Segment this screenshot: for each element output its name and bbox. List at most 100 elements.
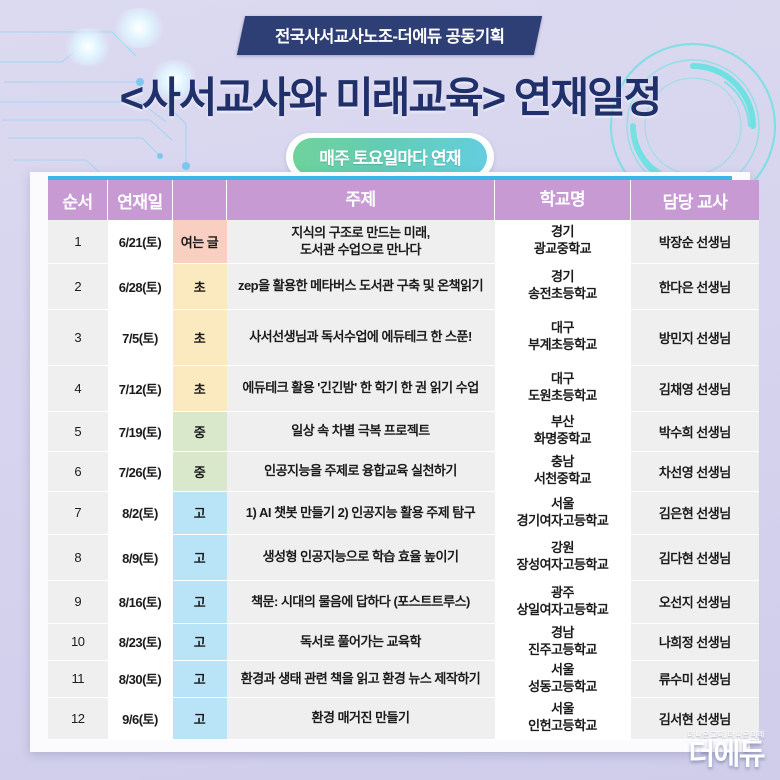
column-header-school: 학교명 <box>494 180 631 220</box>
table-row: 10 8/23(토) 고 독서로 풀어가는 교육학 경남 진주고등학교 나희정 선생님 <box>48 623 759 661</box>
cell-level: 초 <box>172 365 227 412</box>
cell-no: 1 <box>48 220 108 264</box>
cell-no: 5 <box>48 411 108 452</box>
cell-teacher: 김은현 선생님 <box>630 491 759 535</box>
schedule-card: 순서 연재일 주제 학교명 담당 교사 1 6/21(토) 여는 글 지식의 구조로 … <box>30 172 759 752</box>
cell-no: 8 <box>48 534 108 581</box>
cell-date: 7/12(토) <box>107 365 173 412</box>
school-region: 충남 <box>551 454 574 470</box>
cell-school: 부산 화명중학교 <box>494 411 631 452</box>
cell-level: 중 <box>172 411 227 452</box>
header-banner-label: 전국사서교사노조-더에듀 공동기획 <box>275 28 505 46</box>
column-header-no: 순서 <box>48 180 108 220</box>
cell-teacher: 김다현 선생님 <box>630 534 759 581</box>
school-region: 서울 <box>551 495 574 511</box>
cell-topic: 생성형 인공지능으로 학습 효율 높이기 <box>226 534 495 581</box>
school-name: 인헌고등학교 <box>528 718 597 733</box>
cell-topic: 에듀테크 활용 '긴긴밤' 한 학기 한 권 읽기 수업 <box>226 365 495 412</box>
cell-topic: 독서로 풀어가는 교육학 <box>226 623 495 661</box>
school-region: 서울 <box>551 701 574 717</box>
cell-no: 7 <box>48 491 108 535</box>
table-row: 5 7/19(토) 중 일상 속 차별 극복 프로젝트 부산 화명중학교 박수희 선생님 <box>48 411 759 452</box>
table-row: 11 8/30(토) 고 환경과 생태 관련 책을 읽고 환경 뉴스 제작하기 서울 성동… <box>48 660 759 698</box>
cell-date: 8/2(토) <box>107 491 173 535</box>
school-name: 서천중학교 <box>533 471 592 486</box>
cell-topic: 환경 매거진 만들기 <box>226 697 495 740</box>
cell-no: 4 <box>48 365 108 412</box>
cell-level: 중 <box>172 451 227 492</box>
cell-topic: 지식의 구조로 만드는 미래, 도서관 수업으로 만나다 <box>226 220 495 264</box>
topic-line-1: 독서로 풀어가는 교육학 <box>300 633 421 649</box>
cell-level: 초 <box>172 263 227 310</box>
topic-line-1: 인공지능을 주제로 융합교육 실천하기 <box>264 463 457 479</box>
cell-topic: 사서선생님과 독서수업에 에듀테크 한 스푼! <box>226 309 495 366</box>
cell-school: 충남 서천중학교 <box>494 451 631 492</box>
table-row: 8 8/9(토) 고 생성형 인공지능으로 학습 효율 높이기 강원 장성여자고등학교 김다… <box>48 534 759 581</box>
cell-school: 대구 부계초등학교 <box>494 309 631 366</box>
topic-line-1: 에듀테크 활용 '긴긴밤' 한 학기 한 권 읽기 수업 <box>242 380 479 396</box>
topic-line-1: 1) AI 챗봇 만들기 2) 인공지능 활용 주제 탐구 <box>245 504 476 520</box>
cell-date: 8/9(토) <box>107 534 173 581</box>
school-name: 송전초등학교 <box>528 286 597 301</box>
cell-school: 서울 인헌고등학교 <box>494 697 631 740</box>
schedule-pill-label: 매주 토요일마다 연재 <box>319 149 461 168</box>
school-name: 장성여자고등학교 <box>516 557 609 572</box>
cell-date: 6/28(토) <box>107 263 173 310</box>
school-region: 대구 <box>551 320 574 336</box>
cell-level: 고 <box>172 580 227 624</box>
cell-no: 12 <box>48 697 108 740</box>
cell-topic: 환경과 생태 관련 책을 읽고 환경 뉴스 제작하기 <box>226 660 495 698</box>
school-name: 진주고등학교 <box>528 641 597 657</box>
schedule-table: 순서 연재일 주제 학교명 담당 교사 1 6/21(토) 여는 글 지식의 구조로 … <box>48 180 759 740</box>
cell-school: 강원 장성여자고등학교 <box>494 534 631 581</box>
table-body: 1 6/21(토) 여는 글 지식의 구조로 만드는 미래, 도서관 수업으로 만나다 경… <box>48 220 759 740</box>
school-name: 화명중학교 <box>533 431 592 446</box>
schedule-pill: 매주 토요일마다 연재 <box>293 138 487 176</box>
cell-teacher: 나희정 선생님 <box>630 623 759 661</box>
cell-school: 서울 성동고등학교 <box>494 660 631 698</box>
cell-topic: 책문: 시대의 물음에 답하다 (포스트트루스) <box>226 580 495 624</box>
column-header-teacher: 담당 교사 <box>630 180 759 220</box>
table-row: 12 9/6(토) 고 환경 매거진 만들기 서울 인헌고등학교 김서현 선생님 <box>48 697 759 740</box>
cell-topic: 일상 속 차별 극복 프로젝트 <box>226 411 495 452</box>
cell-teacher: 김채영 선생님 <box>630 365 759 412</box>
cell-date: 8/16(토) <box>107 580 173 624</box>
cell-level: 초 <box>172 309 227 366</box>
table-row: 3 7/5(토) 초 사서선생님과 독서수업에 에듀테크 한 스푼! 대구 부계초등학교 방… <box>48 309 759 366</box>
table-row: 2 6/28(토) 초 zep을 활용한 메타버스 도서관 구축 및 온책읽기 경기 송전… <box>48 263 759 310</box>
cell-teacher: 오선지 선생님 <box>630 580 759 624</box>
school-name: 광교중학교 <box>533 241 592 257</box>
cell-teacher: 박장순 선생님 <box>630 220 759 264</box>
table-row: 6 7/26(토) 중 인공지능을 주제로 융합교육 실천하기 충남 서천중학교 차선영 선… <box>48 451 759 492</box>
column-header-level <box>172 180 227 220</box>
school-region: 부산 <box>551 414 574 430</box>
cell-date: 7/26(토) <box>107 451 173 492</box>
header-banner-wrap: 전국사서교사노조-더에듀 공동기획 <box>0 16 780 55</box>
cell-school: 경기 송전초등학교 <box>494 263 631 310</box>
column-header-topic: 주제 <box>226 180 495 220</box>
cell-date: 7/19(토) <box>107 411 173 452</box>
school-region: 경남 <box>551 624 574 640</box>
topic-line-1: zep을 활용한 메타버스 도서관 구축 및 온책읽기 <box>237 278 484 294</box>
cell-teacher: 류수미 선생님 <box>630 660 759 698</box>
cell-school: 대구 도원초등학교 <box>494 365 631 412</box>
cell-level: 여는 글 <box>172 220 227 264</box>
table-top-rule <box>48 176 732 180</box>
school-name: 성동고등학교 <box>528 678 597 694</box>
cell-teacher: 김서현 선생님 <box>630 697 759 740</box>
table-row: 4 7/12(토) 초 에듀테크 활용 '긴긴밤' 한 학기 한 권 읽기 수업 대구 도… <box>48 365 759 412</box>
school-region: 강원 <box>551 540 574 556</box>
cell-teacher: 한다은 선생님 <box>630 263 759 310</box>
cell-level: 고 <box>172 660 227 698</box>
table-row: 9 8/16(토) 고 책문: 시대의 물음에 답하다 (포스트트루스) 광주 상일여자고… <box>48 580 759 624</box>
table-row: 1 6/21(토) 여는 글 지식의 구조로 만드는 미래, 도서관 수업으로 만나다 경… <box>48 220 759 264</box>
cell-no: 3 <box>48 309 108 366</box>
school-region: 광주 <box>551 584 574 600</box>
column-header-date: 연재일 <box>107 180 173 220</box>
cell-no: 11 <box>48 660 108 698</box>
cell-level: 고 <box>172 491 227 535</box>
cell-date: 9/6(토) <box>107 697 173 740</box>
cell-no: 6 <box>48 451 108 492</box>
topic-line-1: 책문: 시대의 물음에 답하다 (포스트트루스) <box>251 593 470 609</box>
